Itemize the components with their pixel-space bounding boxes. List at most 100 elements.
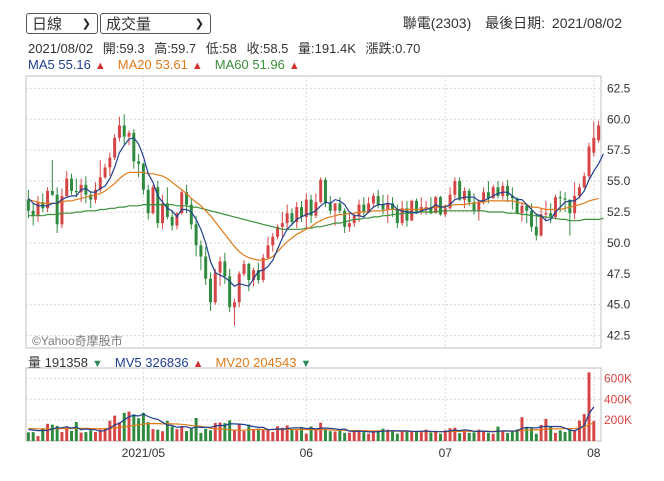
volume-bar [386, 429, 390, 441]
volume-bar [381, 428, 385, 441]
candle-body [46, 190, 50, 209]
candle-body [276, 226, 280, 237]
volume-bar [482, 430, 486, 441]
candle-body [357, 204, 361, 216]
price-tick-label: 57.5 [607, 143, 631, 157]
volume-bar [252, 429, 256, 441]
volume-bar [323, 429, 327, 441]
volume-bar [117, 422, 121, 441]
ohlc-info-bar: 2021/08/02 開:59.3 高:59.7 低:58 收:58.5 量:1… [28, 38, 426, 57]
candle-body [175, 213, 179, 226]
candle-body [165, 203, 169, 217]
candle-body [530, 210, 534, 227]
candle-body [563, 198, 567, 200]
candle-body [525, 205, 529, 211]
volume-bar [137, 418, 141, 441]
candle-body [117, 125, 121, 138]
info-date: 2021/08/02 [28, 41, 94, 56]
ma5-line [27, 137, 604, 287]
volume-bar [530, 427, 534, 441]
candle-body [453, 181, 457, 195]
volume-bar [448, 428, 452, 441]
info-close: 收:58.5 [246, 41, 289, 56]
volume-bar [343, 432, 347, 441]
time-tick-label: 08 [587, 446, 601, 460]
volume-bar [357, 430, 361, 441]
volume-bar [515, 429, 519, 441]
candle-body [577, 187, 581, 196]
volume-bar [438, 433, 442, 441]
stock-name: 聯電(2303) [402, 15, 472, 31]
volume-bar [31, 432, 35, 441]
candle-body [223, 261, 227, 277]
volume-bar [36, 436, 40, 441]
candle-body [323, 179, 327, 204]
candle-body [84, 184, 88, 195]
candle-body [558, 197, 562, 199]
candle-body [271, 236, 275, 246]
candle-body [161, 203, 165, 224]
candle-body [410, 200, 414, 221]
period-select[interactable]: 日線 ❯ [26, 13, 98, 34]
volume-bar [175, 429, 179, 441]
volume-bar [180, 426, 184, 441]
volume-bar [328, 431, 332, 441]
candle-body [261, 257, 265, 280]
candle-body [597, 125, 601, 141]
candle-body [309, 199, 313, 216]
ma-legend-arrow-icon: ▲ [288, 60, 300, 72]
volume-bar [46, 423, 50, 441]
volume-bar [496, 426, 500, 441]
candle-body [185, 192, 189, 205]
candle-body [395, 209, 399, 224]
volume-bar [295, 430, 299, 441]
volume-bar [534, 433, 538, 441]
volume-tick-label: 200K [604, 413, 632, 427]
candle-body [491, 187, 495, 199]
volume-bar [89, 430, 93, 441]
candle-body [592, 137, 596, 153]
volume-bar [477, 429, 481, 441]
candle-body [132, 132, 136, 162]
vol-legend-量: 量 191358 ▼ [28, 355, 103, 370]
volume-bar [400, 431, 404, 441]
volume-bar [472, 432, 476, 441]
ma-legend-ma5: MA5 55.16 ▲ [28, 57, 106, 72]
volume-bar [304, 433, 308, 441]
metric-select[interactable]: 成交量 ❯ [100, 13, 211, 34]
candle-body [180, 192, 184, 214]
candle-body [429, 207, 433, 214]
volume-bar [156, 429, 160, 441]
volume-bar [218, 422, 222, 441]
volume-bar [462, 429, 466, 441]
price-tick-label: 45.0 [607, 298, 631, 312]
volume-bar [170, 426, 174, 441]
candle-body [74, 190, 78, 193]
volume-bar [199, 432, 203, 441]
volume-bar [573, 430, 577, 441]
candle-body [213, 272, 217, 303]
candle-body [582, 176, 586, 188]
last-date: 2021/08/02 [551, 15, 622, 31]
candle-body [587, 146, 591, 177]
info-change: 漲跌:0.70 [365, 41, 421, 56]
candle-body [544, 213, 548, 215]
candle-body [314, 202, 318, 216]
candle-body [108, 157, 112, 168]
volume-bar [70, 430, 74, 441]
candle-body [405, 208, 409, 221]
candle-body [367, 203, 371, 212]
last-date-label: 最後日期: [485, 15, 546, 31]
yahoo-watermark: ©Yahoo奇摩股市 [32, 333, 123, 348]
candle-body [338, 203, 342, 211]
volume-bar [146, 422, 150, 441]
candle-body [237, 273, 241, 303]
candle-body [98, 177, 102, 190]
volume-bar [194, 417, 198, 441]
volume-bar [544, 418, 548, 441]
volume-bar [501, 431, 505, 441]
volume-bar [525, 427, 529, 441]
volume-bar [486, 432, 490, 441]
candle-body [376, 195, 380, 205]
volume-bar [415, 431, 419, 441]
